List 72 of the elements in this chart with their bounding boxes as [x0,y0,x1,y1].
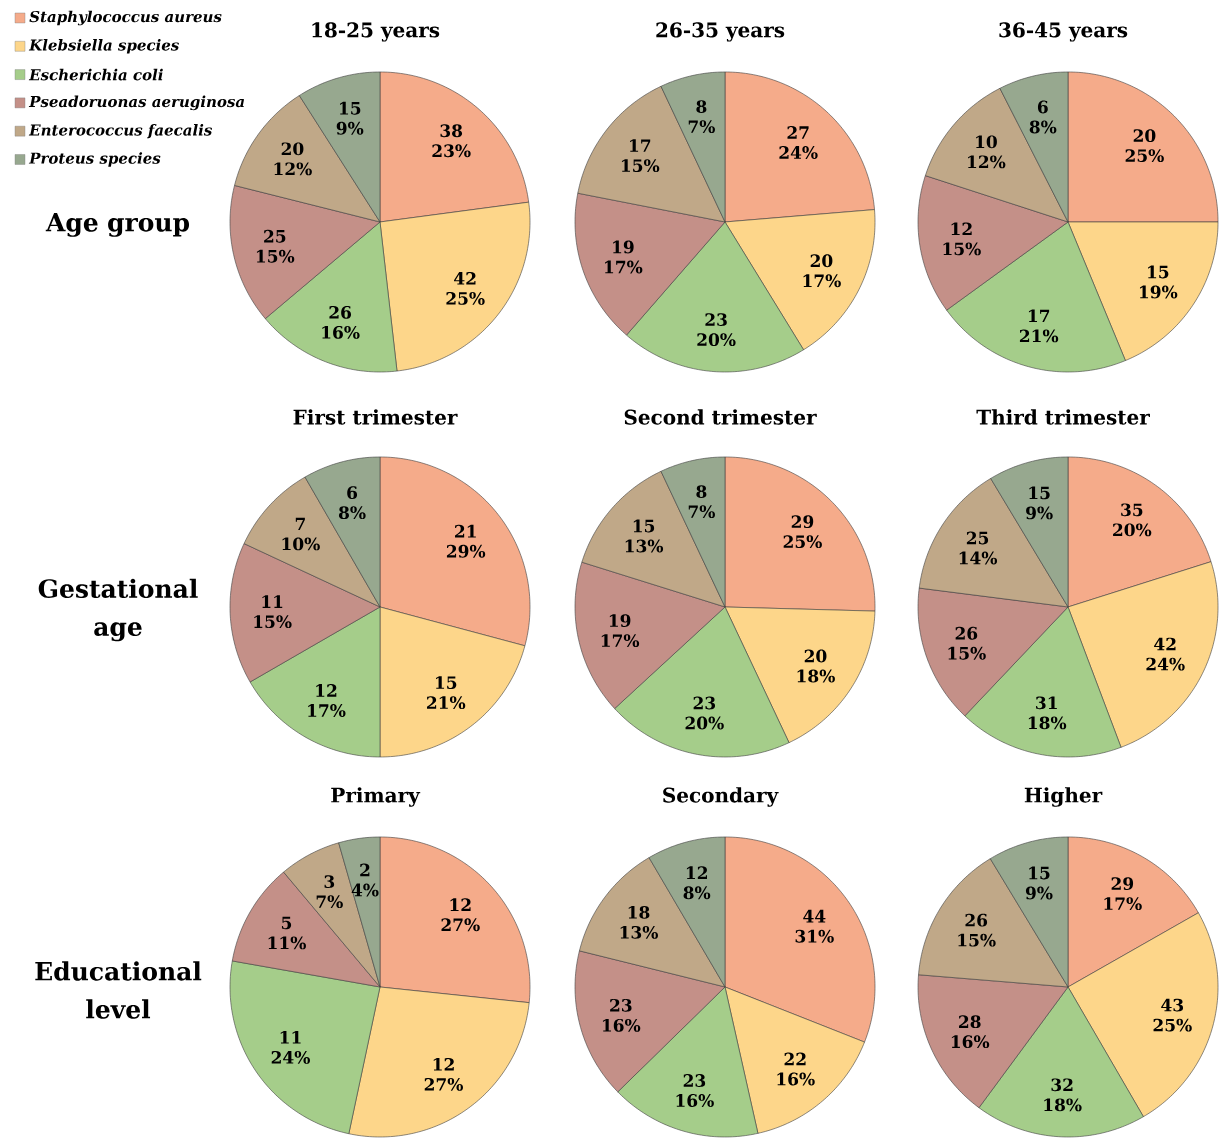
data-label: 23 16% [602,998,641,1032]
data-label: 21 29% [446,524,486,558]
data-label: 38 23% [432,124,471,158]
data-label: 11 24% [271,1030,310,1064]
data-label: 28 16% [951,1015,990,1049]
data-label: 15 19% [1139,265,1178,299]
chart-title: 26-35 years [656,22,785,42]
data-label: 12 15% [943,222,981,256]
data-label: 12 27% [441,898,480,932]
data-label: 25 14% [959,531,998,565]
data-label: 11 15% [254,595,292,629]
data-label: 42 25% [446,271,485,305]
data-label: 26 15% [948,626,986,660]
data-label: 20 12% [274,142,312,176]
legend-label: Staphylococcus aureus [29,10,222,26]
legend-label: Pseadoruonas aeruginosa [28,95,245,111]
data-label: 18 13% [620,905,658,939]
data-label: 29 25% [783,515,822,549]
chart-title: Third trimester [976,409,1150,425]
data-label: 6 8% [1029,100,1057,134]
data-label: 26 15% [958,913,996,947]
legend-label: Klebsiella species [28,39,179,54]
data-label: 15 21% [426,676,466,710]
chart-title: Higher [1024,787,1103,807]
data-label: 19 17% [601,614,640,648]
data-label: 15 9% [1025,866,1053,900]
text: 18-25 years [312,22,440,42]
data-label: 12 17% [308,684,346,717]
data-label: 8 7% [688,100,715,134]
data-label: 29 17% [1104,877,1142,911]
text: Gestational age [38,578,198,642]
data-label: 17 21% [1019,309,1059,343]
chart-title: First trimester [293,409,458,425]
chart-title: 36-45 years [999,22,1128,42]
data-label: 42 24% [1146,637,1185,671]
data-label: 22 16% [777,1052,815,1086]
legend-label: Escherichia coli [28,68,163,81]
data-label: 2 4% [351,863,379,897]
data-label: 12 27% [424,1057,463,1091]
data-label: 23 16% [676,1074,714,1107]
data-label: 15 13% [625,519,664,553]
data-label: 25 15% [256,229,295,263]
data-label: 32 18% [1044,1078,1082,1112]
data-label: 20 18% [797,649,835,683]
data-label: 15 9% [336,101,364,135]
data-label: 12 8% [683,866,711,900]
data-label: 8 7% [688,485,715,519]
data-label: 7 10% [282,517,320,551]
text: Age group [45,213,190,237]
data-label: 19 17% [605,240,643,274]
data-label: 43 25% [1153,998,1192,1032]
data-label: 20 25% [1125,129,1164,163]
chart-title: Second trimester [624,409,817,425]
data-label: 10 12% [968,135,1006,169]
data-label: 3 7% [316,875,343,909]
data-label: 15 9% [1026,486,1053,520]
data-label: 23 20% [685,696,724,730]
data-label: 27 24% [779,126,818,159]
data-label: 5 11% [268,916,306,950]
data-label: 17 15% [621,139,660,173]
data-label: 6 8% [338,486,366,520]
data-label: 44 31% [795,909,834,943]
data-label: 35 20% [1113,503,1152,537]
text: Educational level [35,961,202,1019]
chart-title: Primary [331,787,421,807]
data-label: 23 20% [697,313,736,347]
legend-label: Proteus species [28,152,161,167]
data-label: 31 18% [1028,696,1067,730]
data-label: 20 17% [803,254,841,288]
data-label: 26 16% [322,305,360,339]
chart-title: Secondary [663,787,779,807]
legend-label: Enterococcus faecalis [28,124,212,139]
